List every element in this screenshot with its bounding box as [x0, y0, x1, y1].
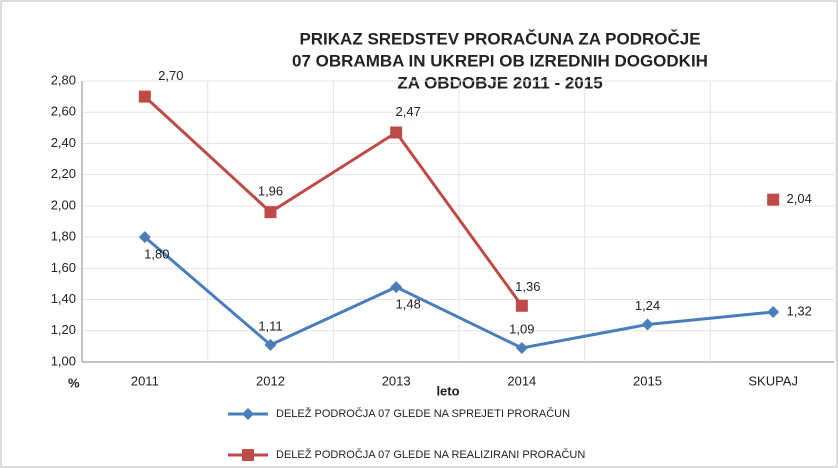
- y-tick-label: 1,60: [51, 260, 76, 275]
- x-tick-label: 2013: [382, 373, 411, 388]
- y-tick-label: 2,60: [51, 104, 76, 119]
- marker: [767, 306, 780, 319]
- y-tick-label: 2,20: [51, 166, 76, 181]
- x-axis-label: leto: [436, 383, 459, 398]
- data-label: 1,11: [258, 318, 282, 333]
- chart-title: 07 OBRAMBA IN UKREPI OB IZREDNIH DOGODKI…: [292, 51, 708, 70]
- x-tick-label: 2012: [256, 373, 285, 388]
- y-tick-label: 1,40: [51, 291, 76, 306]
- marker: [138, 90, 151, 103]
- data-label: 1,09: [509, 321, 534, 336]
- legend-label: DELEŽ PODROČJA 07 GLEDE NA SPREJETI PROR…: [276, 407, 570, 420]
- y-tick-label: 2,80: [51, 72, 76, 87]
- y-tick-label: 1,00: [51, 353, 76, 368]
- data-label: 1,24: [635, 298, 660, 313]
- series-line: [143, 235, 774, 350]
- marker: [515, 341, 528, 354]
- x-tick-label: 2014: [507, 373, 536, 388]
- marker: [515, 299, 528, 312]
- data-label: 1,96: [258, 184, 283, 199]
- data-label: 1,48: [396, 297, 421, 312]
- data-label: 1,80: [144, 247, 169, 262]
- x-tick-label: SKUPAJ: [748, 373, 798, 388]
- y-tick-label: 1,80: [51, 229, 76, 244]
- chart-title: PRIKAZ SREDSTEV PRORAČUNA ZA PODROČJE: [299, 29, 700, 48]
- marker: [390, 126, 403, 139]
- data-label: 2,47: [396, 104, 421, 119]
- chart-title: ZA OBDOBJE 2011 - 2015: [397, 73, 602, 92]
- marker: [390, 281, 403, 294]
- legend-label: DELEŽ PODROČJA 07 GLEDE NA REALIZIRANI P…: [276, 448, 585, 461]
- marker: [242, 408, 254, 420]
- data-label: 1,36: [515, 279, 540, 294]
- marker: [242, 449, 254, 461]
- data-label: 2,04: [787, 191, 812, 206]
- marker: [641, 318, 654, 331]
- y-tick-label: 1,20: [51, 322, 76, 337]
- data-label: 2,70: [158, 68, 183, 83]
- y-axis-label: %: [68, 375, 80, 390]
- x-tick-label: 2015: [633, 373, 662, 388]
- marker: [138, 231, 151, 244]
- marker: [264, 206, 277, 219]
- x-tick-label: 2011: [131, 373, 159, 388]
- marker: [767, 193, 780, 206]
- y-tick-label: 2,40: [51, 135, 76, 150]
- data-label: 1,32: [787, 303, 812, 318]
- y-tick-label: 2,00: [51, 197, 76, 212]
- marker: [264, 338, 277, 351]
